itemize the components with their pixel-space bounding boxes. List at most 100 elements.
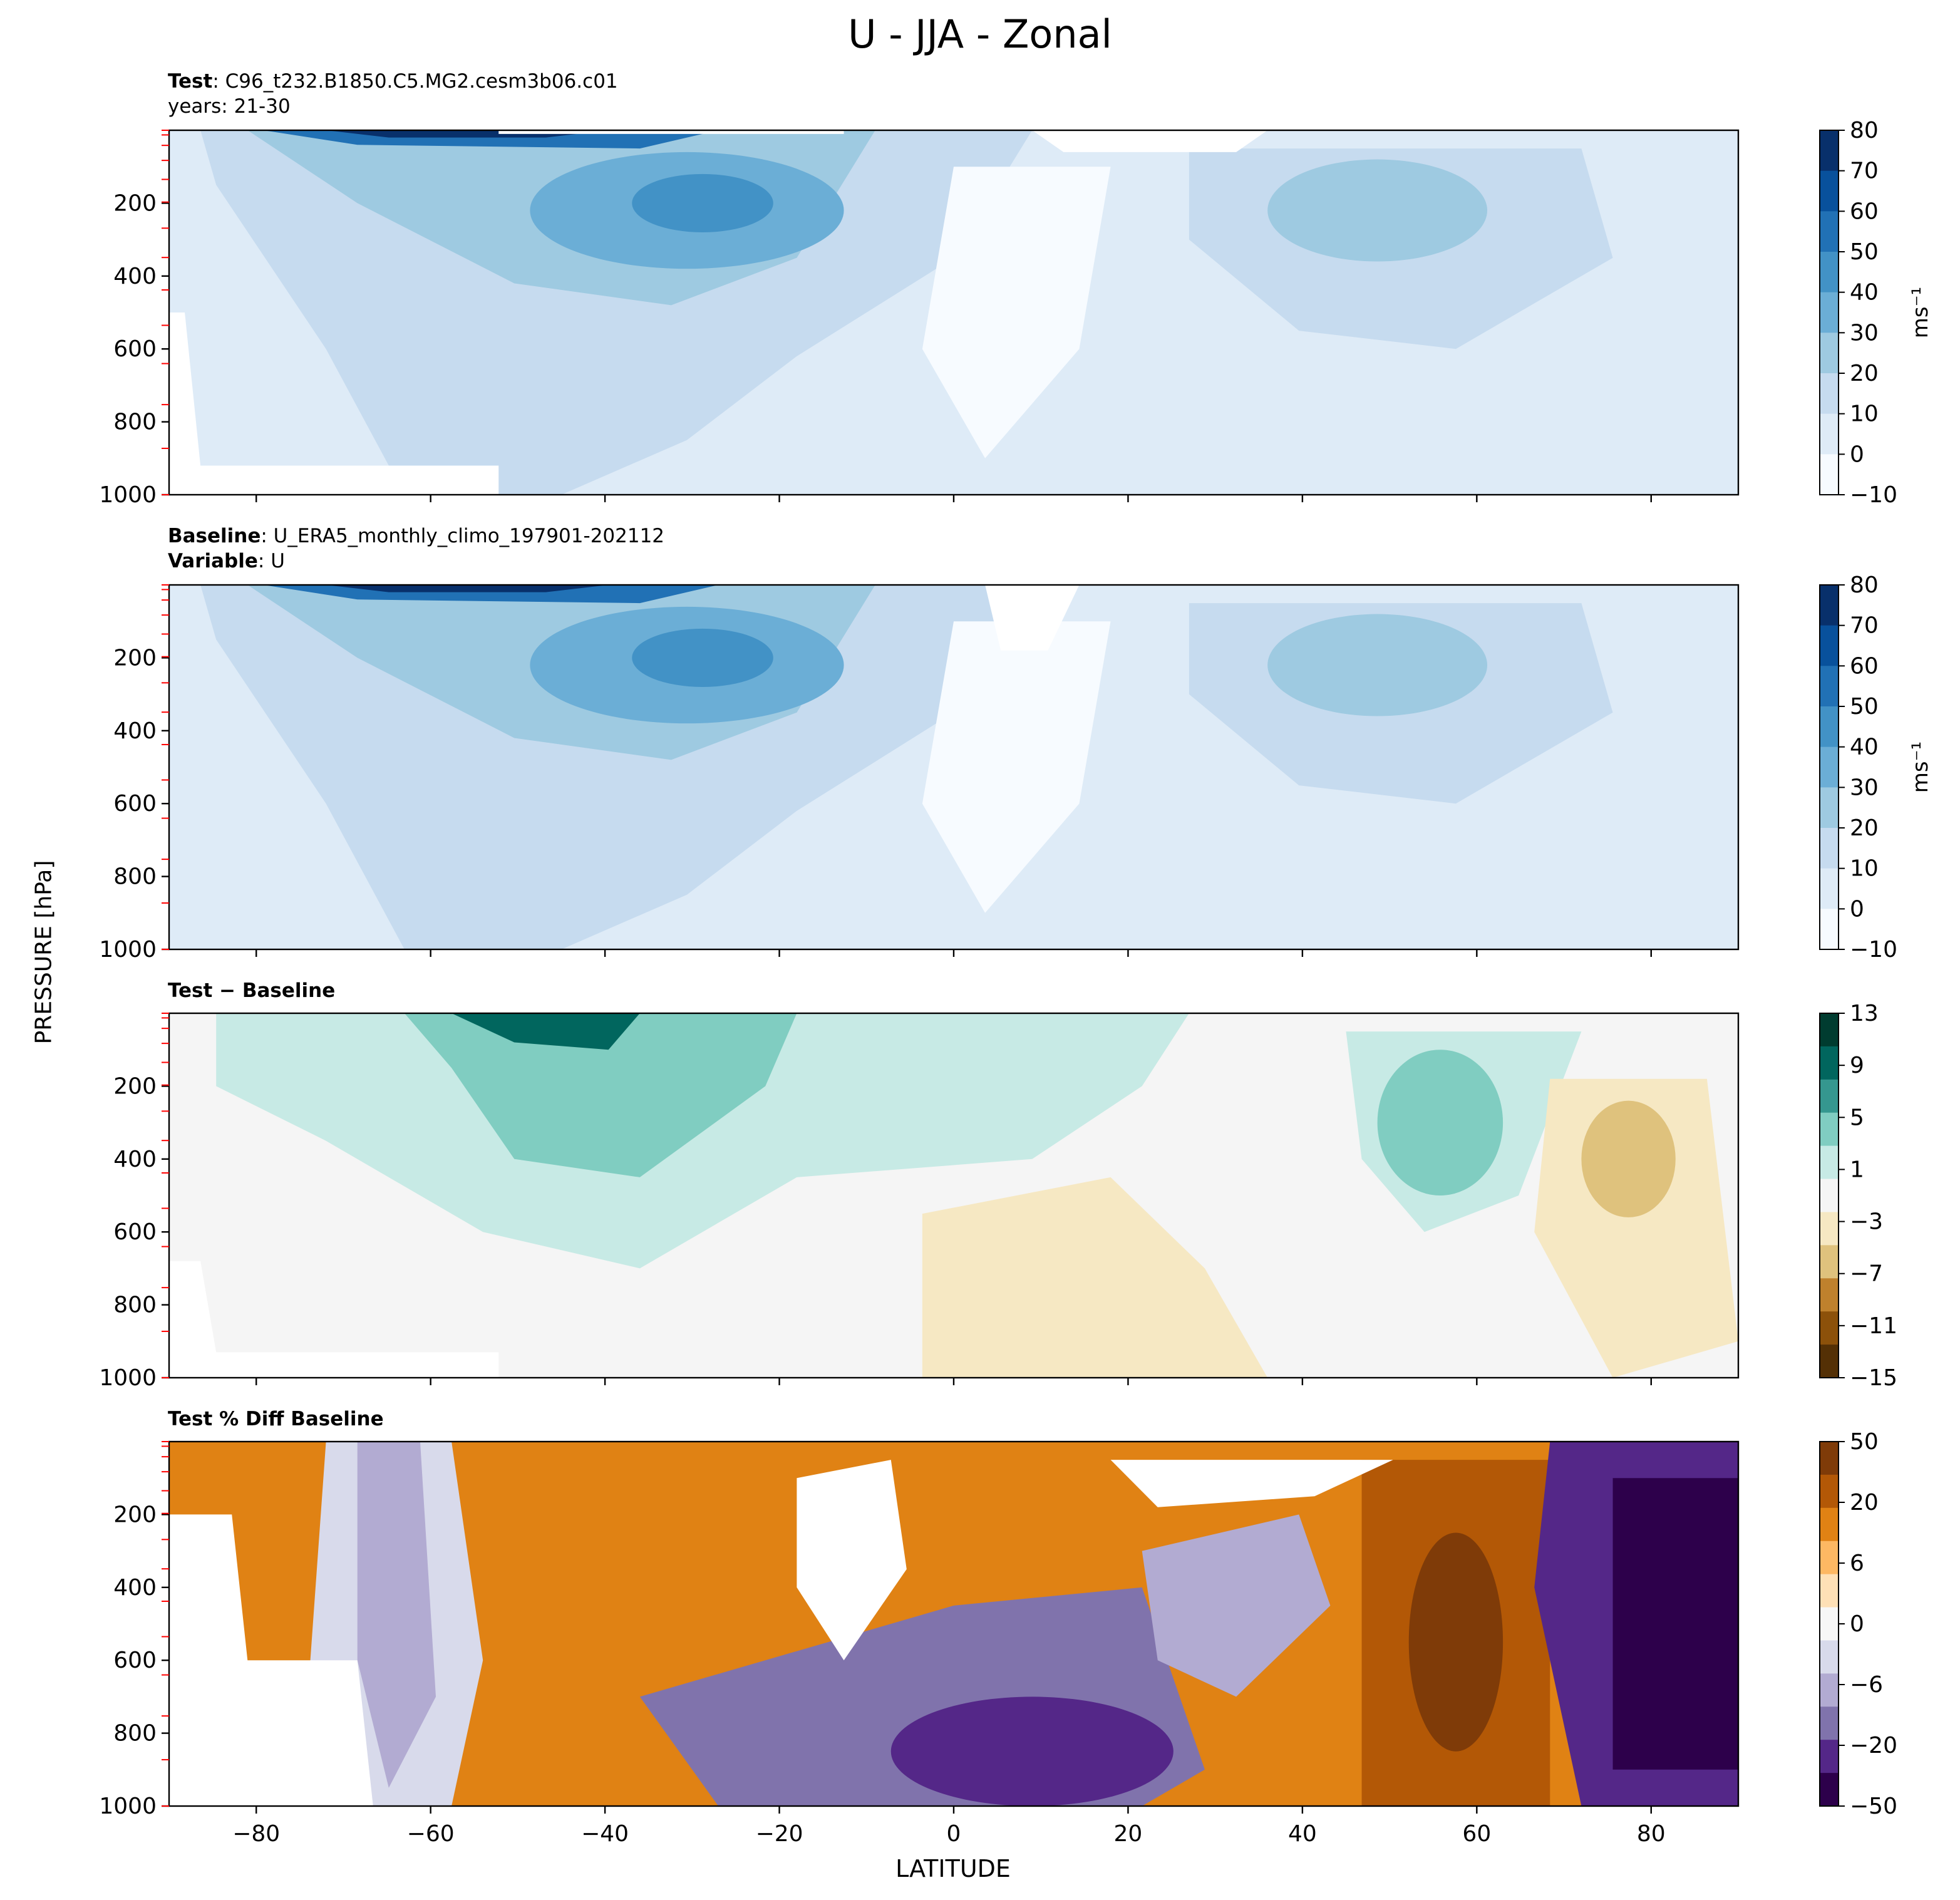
- contour-nh-jet-core: [1267, 614, 1488, 716]
- colorbar-swatch: [1820, 454, 1839, 495]
- undefined-region-sh: [169, 1514, 373, 1806]
- header-text: : U: [257, 550, 285, 572]
- colorbar-swatch: [1820, 1607, 1839, 1641]
- y-tick-label: 800: [113, 410, 157, 435]
- colorbar-swatch: [1820, 1773, 1839, 1807]
- y-tick-label: 200: [113, 1502, 157, 1527]
- colorbar-swatch: [1820, 1311, 1839, 1346]
- colorbar-swatch: [1820, 585, 1839, 626]
- colorbar-swatch: [1820, 746, 1839, 788]
- contour-positive-max: [451, 1013, 640, 1050]
- contour-tropics-negative: [922, 1177, 1268, 1378]
- undefined-region-tropics: [797, 1460, 907, 1661]
- y-tick-label: 400: [113, 718, 157, 744]
- contour-tropics-weak: [922, 621, 1111, 913]
- colorbar-tick-label: 70: [1850, 158, 1879, 184]
- colorbar-tick-label: −15: [1850, 1365, 1897, 1391]
- contour-nh-positive-core: [1377, 1050, 1504, 1195]
- header-bold: Test: [168, 70, 213, 93]
- y-tick-label: 1000: [99, 482, 157, 508]
- contour-tropics-weak: [922, 167, 1111, 458]
- colorbar-swatch: [1820, 787, 1839, 829]
- colorbar-frame: [1819, 1013, 1839, 1378]
- contour-positive-mid: [404, 1013, 797, 1177]
- colorbar-tick-label: 50: [1850, 694, 1879, 720]
- y-tick-label: 600: [113, 1219, 157, 1245]
- colorbar-swatch: [1820, 1740, 1839, 1774]
- zero-wind-region: [985, 585, 1080, 651]
- x-tick-label: 80: [1637, 1821, 1666, 1847]
- colorbar-swatch: [1820, 1442, 1839, 1475]
- colorbar-tick-label: 50: [1850, 239, 1879, 265]
- undefined-region-nh: [1110, 1460, 1393, 1507]
- panel-diff: 200 400 600 800 1000 13 9 5 1 −3 −7 −11 −15: [99, 1001, 1897, 1391]
- colorbar-swatch: [1820, 706, 1839, 748]
- y-tick-label: 200: [113, 190, 157, 216]
- colorbar-swatch: [1820, 170, 1839, 212]
- contour-sh-jet-max: [632, 173, 773, 232]
- panel-test-header: Test: C96_t232.B1850.C5.MG2.cesm3b06.c01…: [168, 69, 618, 119]
- y-tick-label: 600: [113, 791, 157, 817]
- y-tick-label: 1000: [99, 1365, 157, 1391]
- colorbar-tick-label: 80: [1850, 572, 1879, 598]
- colorbar-tick-label: 1: [1850, 1157, 1864, 1182]
- zero-wind-region: [1032, 130, 1268, 152]
- colorbar-swatch: [1820, 625, 1839, 667]
- colorbar-tick-label: 50: [1850, 1429, 1879, 1455]
- colorbar-tick-label: −6: [1850, 1672, 1883, 1698]
- colorbar-tick-label: 0: [1850, 896, 1864, 922]
- y-tick-label: 1000: [99, 1794, 157, 1819]
- x-tick-label: −60: [407, 1821, 455, 1847]
- header-text: : C96_t232.B1850.C5.MG2.cesm3b06.c01: [212, 70, 618, 93]
- x-tick-label: −80: [232, 1821, 280, 1847]
- x-tick-label: 60: [1462, 1821, 1491, 1847]
- colorbar-tick-label: 9: [1850, 1053, 1864, 1078]
- colorbar-swatch: [1820, 413, 1839, 455]
- colorbar-swatch: [1820, 373, 1839, 415]
- colorbar-swatch: [1820, 1706, 1839, 1741]
- contour-tropics-negative-core: [890, 1696, 1173, 1806]
- colorbar-swatch: [1820, 828, 1839, 869]
- colorbar-swatch: [1820, 1245, 1839, 1279]
- colorbar-swatch: [1820, 1212, 1839, 1246]
- x-tick-label: −40: [581, 1821, 629, 1847]
- colorbar-unit: ms⁻¹: [1908, 287, 1933, 338]
- x-tick-label: 20: [1114, 1821, 1143, 1847]
- colorbar-tick-label: 60: [1850, 653, 1879, 679]
- colorbar-tick-label: 13: [1850, 1001, 1879, 1026]
- y-tick-label: 400: [113, 1147, 157, 1172]
- y-tick-label: 800: [113, 1721, 157, 1747]
- panel-baseline-header: Baseline: U_ERA5_monthly_climo_197901-20…: [168, 524, 664, 574]
- contour-nh-jet-core: [1267, 159, 1488, 262]
- colorbar-frame: [1819, 584, 1839, 950]
- header-text: : U_ERA5_monthly_climo_197901-202112: [260, 525, 665, 547]
- colorbar-frame: [1819, 130, 1839, 495]
- colorbar-swatch: [1820, 1179, 1839, 1213]
- y-tick-label: 600: [113, 336, 157, 362]
- colorbar-tick-label: 5: [1850, 1105, 1864, 1130]
- colorbar-tick-label: 70: [1850, 613, 1879, 639]
- missing-data-mask: [169, 1261, 499, 1378]
- x-tick-label: 0: [947, 1821, 961, 1847]
- header-bold: Test − Baseline: [168, 979, 336, 1002]
- colorbar-tick-label: −3: [1850, 1209, 1883, 1235]
- panel-pctdiff-header: Test % Diff Baseline: [168, 1407, 384, 1432]
- colorbar-swatch: [1820, 1046, 1839, 1080]
- colorbar-swatch: [1820, 333, 1839, 374]
- colorbar-swatch: [1820, 1574, 1839, 1608]
- colorbar-tick-label: 0: [1850, 441, 1864, 467]
- x-tick-label: −20: [756, 1821, 803, 1847]
- colorbar-tick-label: −10: [1850, 482, 1897, 508]
- colorbar-tick-label: 60: [1850, 199, 1879, 224]
- colorbar-tick-label: −10: [1850, 937, 1897, 963]
- missing-data-top: [498, 130, 844, 134]
- colorbar-swatch: [1820, 868, 1839, 910]
- colorbar-swatch: [1820, 1079, 1839, 1113]
- panel-baseline: 200 400 600 800 1000 80 70 60 50 40 30 20 10 0 −10 ms⁻¹: [99, 572, 1933, 963]
- colorbar-tick-label: 30: [1850, 320, 1879, 346]
- contour-strat-jet-max: [326, 585, 609, 592]
- x-axis-label: LATITUDE: [895, 1855, 1011, 1882]
- colorbar-swatch: [1820, 292, 1839, 334]
- colorbar-tick-label: 30: [1850, 775, 1879, 800]
